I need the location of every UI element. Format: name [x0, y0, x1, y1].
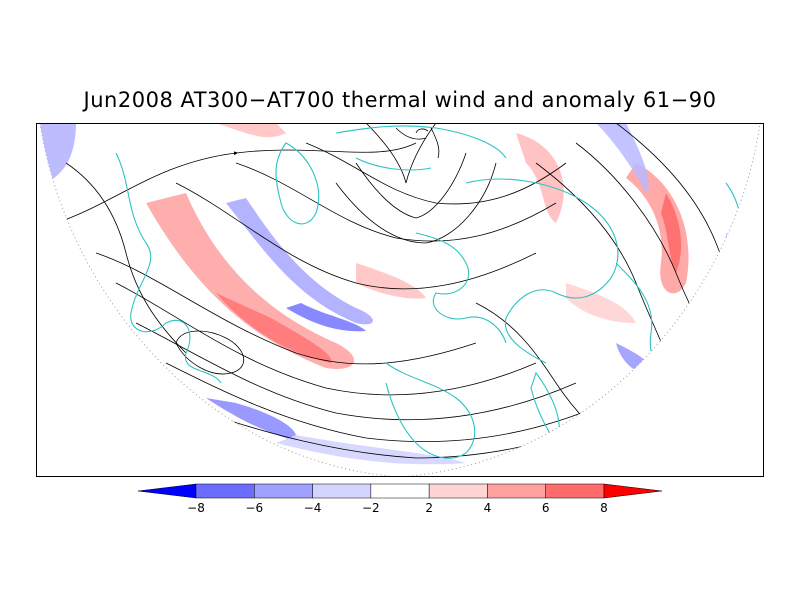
positive-anomaly-band: [356, 263, 426, 299]
colorbar-tick-label: −2: [362, 501, 380, 515]
negative-anomaly-band: [616, 343, 652, 378]
colorbar-tick-label: 2: [425, 501, 433, 515]
streamline: [65, 162, 187, 354]
colorbar-swatch: [370, 483, 430, 499]
colorbar-tick-label: −8: [187, 501, 205, 515]
colorbar-tick-labels: −8 −6 −4 −2 2 4 6 8: [187, 501, 608, 515]
streamline: [95, 252, 477, 365]
coastline-africa: [385, 362, 476, 459]
positive-anomaly-core: [216, 293, 332, 363]
colorbar-swatch: [487, 483, 546, 499]
streamline: [395, 127, 440, 159]
colorbar-tick-label: −6: [245, 501, 263, 515]
colorbar-swatch: [603, 483, 663, 499]
negative-anomaly-band: [226, 198, 373, 325]
negative-anomaly-band: [725, 233, 742, 303]
streamline: [45, 202, 177, 414]
streamline: [475, 302, 627, 454]
colorbar: −8 −6 −4 −2 2 4 6 8: [137, 483, 663, 515]
negative-anomaly-core: [286, 303, 366, 332]
colorbar-swatch: [254, 483, 313, 499]
streamline: [115, 282, 537, 396]
coastline-greenland: [275, 142, 320, 225]
negative-anomaly-band: [596, 123, 649, 193]
negative-anomaly-band: [206, 398, 297, 441]
colorbar-tick-label: −4: [304, 501, 322, 515]
positive-anomaly-core: [661, 193, 682, 273]
positive-anomaly-band: [516, 133, 564, 223]
thermal-wind-map: [36, 123, 764, 477]
streamline: [355, 152, 467, 219]
anomaly-shading: [40, 123, 742, 465]
streamline: [175, 330, 244, 375]
negative-anomaly-band: [276, 435, 466, 465]
colorbar-tick-label: 4: [484, 501, 492, 515]
colorbar-swatch: [195, 483, 255, 499]
streamline: [135, 322, 577, 421]
colorbar-tick-label: 6: [542, 501, 550, 515]
streamline: [305, 142, 567, 205]
colorbar-swatch: [545, 483, 605, 499]
colorbar-tick-label: 8: [600, 501, 608, 515]
positive-anomaly-band: [566, 283, 636, 323]
streamline: [335, 162, 497, 244]
map-title: Jun2008 AT300−AT700 thermal wind and ano…: [83, 88, 717, 112]
colorbar-swatches: [137, 483, 663, 499]
coastline-arctic: [335, 125, 507, 171]
streamline: [55, 142, 417, 224]
streamline: [365, 123, 437, 184]
colorbar-swatch: [428, 483, 488, 499]
negative-anomaly-band: [40, 123, 76, 183]
plot-frame: [36, 123, 764, 477]
coastline-north-america: [115, 152, 222, 384]
positive-anomaly-band: [146, 193, 355, 369]
coastline-asia: [465, 178, 619, 364]
positive-anomaly-band: [216, 123, 286, 138]
streamline: [235, 162, 557, 242]
coastline-europe: [415, 232, 507, 344]
streamline: [165, 362, 607, 443]
colorbar-swatch: [137, 483, 197, 499]
colorbar-swatch: [312, 483, 372, 499]
coastline-india: [530, 371, 560, 445]
streamline: [175, 182, 537, 290]
